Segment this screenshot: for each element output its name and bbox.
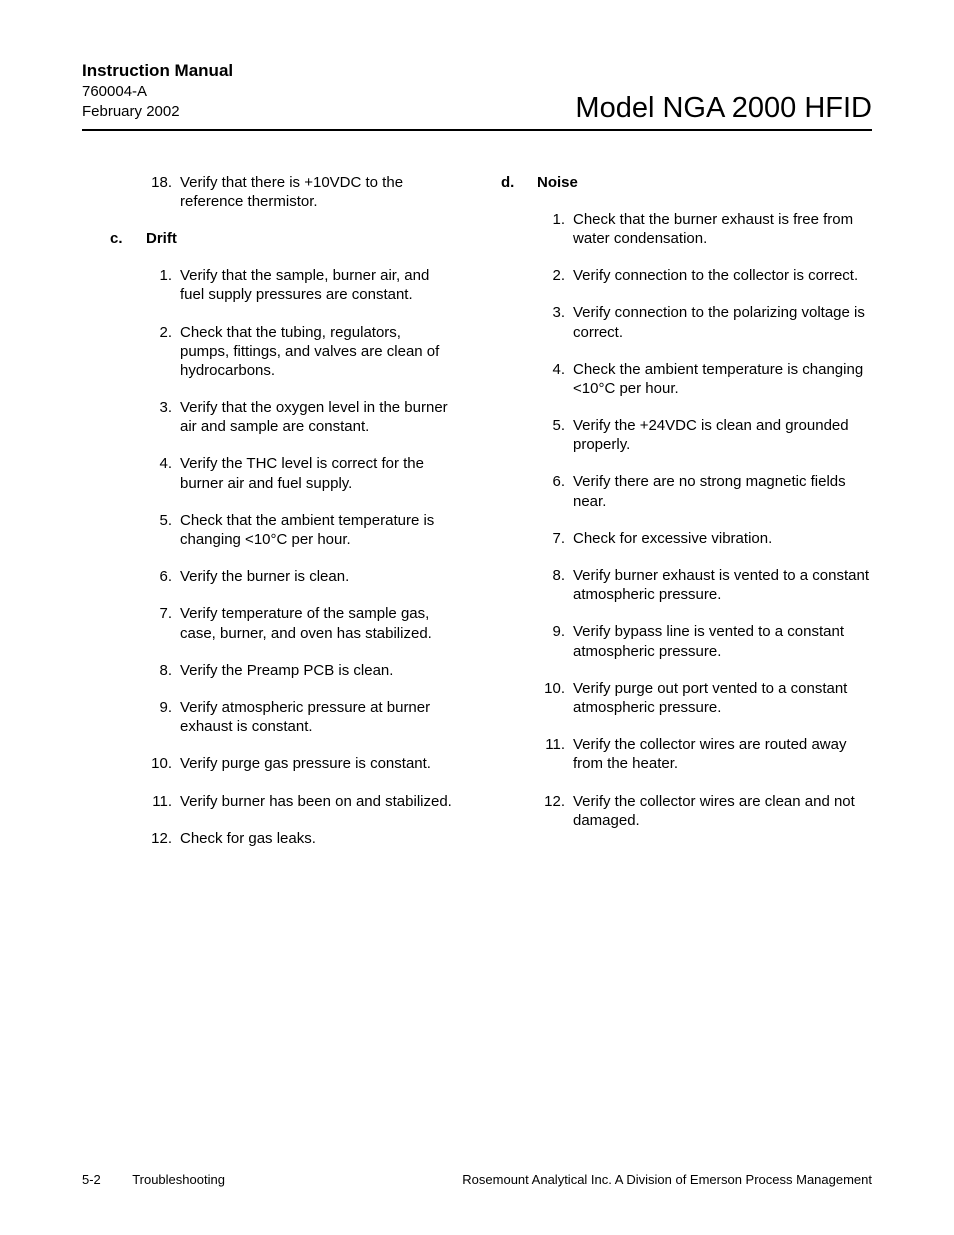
list-text: Verify that there is +10VDC to the refer…: [180, 173, 453, 211]
list-number: 8.: [541, 566, 573, 604]
section-title: Drift: [146, 229, 453, 248]
list-item: 1.Check that the burner exhaust is free …: [541, 210, 872, 248]
list-item: 3.Verify connection to the polarizing vo…: [541, 303, 872, 341]
list-text: Verify bypass line is vented to a consta…: [573, 622, 872, 660]
list-text: Verify atmospheric pressure at burner ex…: [180, 698, 453, 736]
list-text: Verify the collector wires are routed aw…: [573, 735, 872, 773]
list-number: 2.: [148, 323, 180, 381]
list-text: Verify the +24VDC is clean and grounded …: [573, 416, 872, 454]
list-number: 6.: [541, 472, 573, 510]
list-item: 12.Check for gas leaks.: [148, 829, 453, 848]
list-number: 3.: [541, 303, 573, 341]
list-item: 4.Check the ambient temperature is chang…: [541, 360, 872, 398]
section-d-list: 1.Check that the burner exhaust is free …: [501, 210, 872, 830]
list-number: 7.: [148, 604, 180, 642]
footer-section-name: Troubleshooting: [132, 1172, 225, 1187]
list-number: 3.: [148, 398, 180, 436]
list-item: 7.Check for excessive vibration.: [541, 529, 872, 548]
list-number: 4.: [541, 360, 573, 398]
list-item: 11.Verify the collector wires are routed…: [541, 735, 872, 773]
list-number: 11.: [148, 792, 180, 811]
header-left: Instruction Manual 760004-A February 200…: [82, 60, 233, 123]
list-item: 9.Verify atmospheric pressure at burner …: [148, 698, 453, 736]
list-text: Verify the burner is clean.: [180, 567, 453, 586]
list-number: 10.: [541, 679, 573, 717]
list-text: Verify the THC level is correct for the …: [180, 454, 453, 492]
list-item: 5.Verify the +24VDC is clean and grounde…: [541, 416, 872, 454]
list-text: Verify connection to the collector is co…: [573, 266, 872, 285]
list-number: 7.: [541, 529, 573, 548]
model-title: Model NGA 2000 HFID: [575, 94, 872, 123]
list-text: Check for excessive vibration.: [573, 529, 872, 548]
list-text: Verify purge gas pressure is constant.: [180, 754, 453, 773]
list-text: Verify temperature of the sample gas, ca…: [180, 604, 453, 642]
list-number: 18.: [148, 173, 180, 211]
list-item: 2.Check that the tubing, regulators, pum…: [148, 323, 453, 381]
column-right: d. Noise 1.Check that the burner exhaust…: [501, 173, 872, 866]
list-number: 1.: [148, 266, 180, 304]
list-text: Verify burner exhaust is vented to a con…: [573, 566, 872, 604]
list-number: 1.: [541, 210, 573, 248]
list-text: Check that the tubing, regulators, pumps…: [180, 323, 453, 381]
list-number: 2.: [541, 266, 573, 285]
document-page: Instruction Manual 760004-A February 200…: [0, 0, 954, 1235]
list-item: 6.Verify the burner is clean.: [148, 567, 453, 586]
list-item: 18. Verify that there is +10VDC to the r…: [148, 173, 453, 211]
body-columns: 18. Verify that there is +10VDC to the r…: [82, 173, 872, 866]
section-letter: d.: [501, 173, 537, 192]
list-number: 9.: [541, 622, 573, 660]
list-number: 5.: [541, 416, 573, 454]
list-number: 12.: [148, 829, 180, 848]
list-item: 8.Verify burner exhaust is vented to a c…: [541, 566, 872, 604]
list-text: Verify the collector wires are clean and…: [573, 792, 872, 830]
section-heading-c: c. Drift: [82, 229, 453, 248]
list-text: Verify that the oxygen level in the burn…: [180, 398, 453, 436]
section-title: Noise: [537, 173, 872, 192]
list-item: 7.Verify temperature of the sample gas, …: [148, 604, 453, 642]
list-item: 9.Verify bypass line is vented to a cons…: [541, 622, 872, 660]
list-text: Verify purge out port vented to a consta…: [573, 679, 872, 717]
list-item: 2.Verify connection to the collector is …: [541, 266, 872, 285]
pre-section-list: 18. Verify that there is +10VDC to the r…: [82, 173, 453, 211]
list-item: 10.Verify purge out port vented to a con…: [541, 679, 872, 717]
list-text: Check that the burner exhaust is free fr…: [573, 210, 872, 248]
doc-number: 760004-A: [82, 82, 233, 102]
section-heading-d: d. Noise: [501, 173, 872, 192]
list-item: 3.Verify that the oxygen level in the bu…: [148, 398, 453, 436]
list-number: 8.: [148, 661, 180, 680]
list-text: Check that the ambient temperature is ch…: [180, 511, 453, 549]
page-number: 5-2: [82, 1172, 101, 1187]
list-text: Check for gas leaks.: [180, 829, 453, 848]
list-text: Verify burner has been on and stabilized…: [180, 792, 453, 811]
list-number: 12.: [541, 792, 573, 830]
list-number: 6.: [148, 567, 180, 586]
list-number: 4.: [148, 454, 180, 492]
list-text: Verify the Preamp PCB is clean.: [180, 661, 453, 680]
page-header: Instruction Manual 760004-A February 200…: [82, 60, 872, 131]
list-text: Verify that the sample, burner air, and …: [180, 266, 453, 304]
page-footer: 5-2 Troubleshooting Rosemount Analytical…: [82, 1172, 872, 1187]
list-item: 4.Verify the THC level is correct for th…: [148, 454, 453, 492]
doc-date: February 2002: [82, 102, 233, 122]
list-text: Check the ambient temperature is changin…: [573, 360, 872, 398]
section-letter: c.: [110, 229, 146, 248]
list-number: 11.: [541, 735, 573, 773]
list-item: 5.Check that the ambient temperature is …: [148, 511, 453, 549]
list-number: 5.: [148, 511, 180, 549]
list-item: 12.Verify the collector wires are clean …: [541, 792, 872, 830]
footer-company: Rosemount Analytical Inc. A Division of …: [462, 1172, 872, 1187]
list-number: 9.: [148, 698, 180, 736]
list-item: 11.Verify burner has been on and stabili…: [148, 792, 453, 811]
list-item: 1.Verify that the sample, burner air, an…: [148, 266, 453, 304]
list-item: 10.Verify purge gas pressure is constant…: [148, 754, 453, 773]
column-left: 18. Verify that there is +10VDC to the r…: [82, 173, 453, 866]
list-text: Verify there are no strong magnetic fiel…: [573, 472, 872, 510]
list-item: 6.Verify there are no strong magnetic fi…: [541, 472, 872, 510]
footer-left: 5-2 Troubleshooting: [82, 1172, 225, 1187]
manual-title: Instruction Manual: [82, 60, 233, 82]
list-text: Verify connection to the polarizing volt…: [573, 303, 872, 341]
list-item: 8.Verify the Preamp PCB is clean.: [148, 661, 453, 680]
list-number: 10.: [148, 754, 180, 773]
section-c-list: 1.Verify that the sample, burner air, an…: [82, 266, 453, 848]
